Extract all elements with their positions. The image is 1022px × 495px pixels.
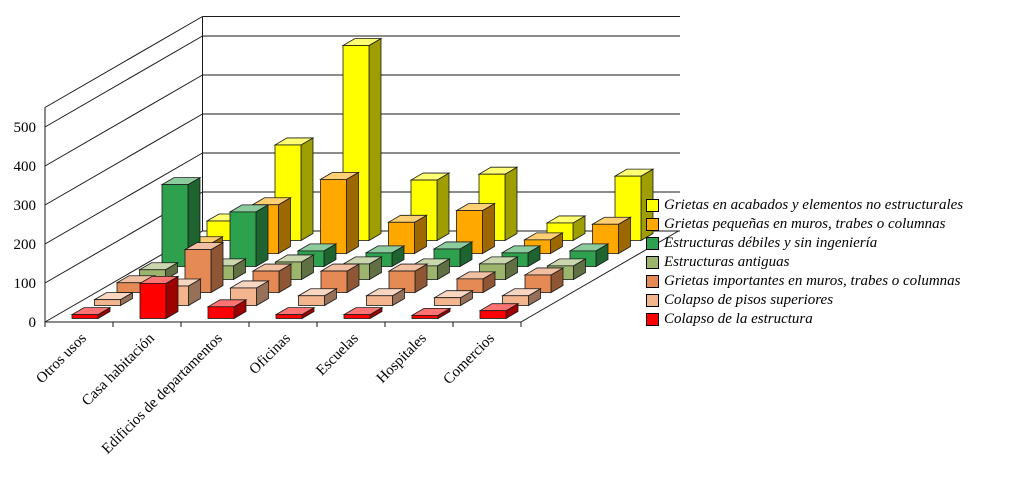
- legend-item: Estructuras débiles y sin ingeniería: [646, 234, 963, 253]
- legend-item: Colapso de la estructura: [646, 310, 963, 329]
- category-axis-label: Otros usos: [33, 330, 90, 387]
- legend-label: Colapso de la estructura: [664, 311, 813, 327]
- legend-label: Colapso de pisos superiores: [664, 292, 834, 308]
- category-axis-label: Oficinas: [247, 330, 294, 377]
- legend-label: Grietas importantes en muros, trabes o c…: [664, 273, 961, 289]
- bar-front-face: [366, 295, 393, 306]
- bar-front-face: [94, 299, 121, 306]
- legend-item: Grietas pequeñas en muros, trabes o colu…: [646, 215, 963, 234]
- chart-legend: Grietas en acabados y elementos no estru…: [646, 196, 963, 329]
- y-axis-tick-label: 500: [14, 120, 37, 136]
- legend-key: [646, 294, 659, 307]
- legend-item: Colapso de pisos superiores: [646, 291, 963, 310]
- y-axis-tick-label: 300: [14, 198, 37, 214]
- bar-front-face: [343, 314, 371, 319]
- legend-label: Estructuras antiguas: [664, 254, 790, 270]
- legend-item: Grietas en acabados y elementos no estru…: [646, 196, 963, 215]
- bar-front-face: [411, 314, 439, 319]
- bar-front-face: [434, 297, 461, 306]
- legend-item: Estructuras antiguas: [646, 253, 963, 272]
- bar-front-face: [320, 178, 347, 254]
- bar-side-face: [255, 204, 269, 268]
- category-axis-label: Comercios: [441, 330, 498, 387]
- gridline-slant: [44, 152, 203, 245]
- y-axis-tick-label: 200: [14, 237, 37, 253]
- gridline-slant: [44, 113, 203, 206]
- category-axis-label: Edificios de departamentos: [99, 330, 226, 457]
- bar-front-face: [161, 184, 189, 267]
- bar-side-face: [300, 137, 314, 242]
- legend-key: [646, 199, 659, 212]
- gridline-slant: [44, 35, 203, 128]
- legend-label: Grietas pequeñas en muros, trabes o colu…: [664, 216, 946, 232]
- bar-side-face: [346, 171, 359, 255]
- category-axis-label: Hospitales: [374, 330, 430, 386]
- y-axis-tick-label: 0: [29, 315, 37, 331]
- y-axis-tick-label: 400: [14, 159, 37, 175]
- legend-key: [646, 256, 659, 269]
- legend-key: [646, 218, 659, 231]
- legend-label: Grietas en acabados y elementos no estru…: [664, 197, 964, 213]
- bar-front-face: [139, 282, 167, 319]
- legend-key: [646, 313, 659, 326]
- bar-side-face: [504, 166, 518, 242]
- bar-front-face: [229, 211, 257, 267]
- bar-front-face: [71, 314, 99, 319]
- legend-label: Estructuras débiles y sin ingeniería: [664, 235, 878, 251]
- bar-front-face: [479, 310, 507, 319]
- bar-side-face: [368, 37, 382, 242]
- wall-top-slant: [44, 16, 203, 108]
- bar-side-face: [482, 202, 495, 255]
- bar-side-face: [278, 197, 291, 255]
- bar-front-face: [298, 295, 325, 306]
- y-axis-tick-label: 100: [14, 276, 37, 292]
- legend-key: [646, 237, 659, 250]
- gridline-slant: [44, 74, 203, 167]
- bar-side-face: [210, 241, 224, 294]
- bar-front-face: [207, 306, 235, 319]
- category-axis-label: Escuelas: [313, 330, 362, 379]
- bar-front-face: [275, 314, 303, 319]
- bar-side-face: [436, 172, 450, 242]
- legend-item: Grietas importantes en muros, trabes o c…: [646, 272, 963, 291]
- bar-front-face: [116, 282, 144, 293]
- legend-key: [646, 275, 659, 288]
